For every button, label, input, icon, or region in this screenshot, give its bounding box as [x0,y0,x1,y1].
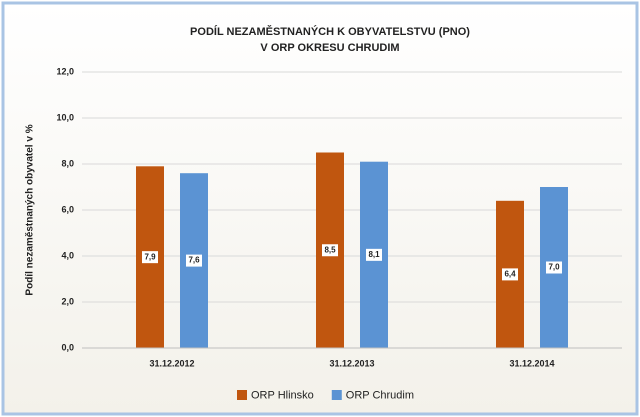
value-label-box [366,248,382,261]
value-label-box [142,251,158,264]
x-tick-label: 31.12.2014 [509,358,554,368]
legend-label: ORP Hlinsko [251,389,314,401]
legend-swatch [331,390,342,400]
y-tick-label: 2,0 [61,296,74,306]
value-label: 7,0 [548,263,560,272]
value-label: 6,4 [504,270,516,279]
y-tick-label: 10,0 [56,112,74,122]
y-axis-label: Podíl nezaměstnaných obyvatel v % [25,124,36,295]
chart-title: PODÍL NEZAMĚSTNANÝCH K OBYVATELSTVU (PNO… [190,25,470,38]
y-tick-label: 8,0 [61,158,74,168]
value-label: 7,6 [188,256,200,265]
value-label: 7,9 [144,252,156,261]
value-label: 8,5 [324,245,336,254]
chart-title: V ORP OKRESU CHRUDIM [260,42,399,54]
x-tick-label: 31.12.2013 [329,358,374,368]
x-tick-label: 31.12.2012 [149,358,194,368]
value-label-box [322,244,338,257]
legend-label: ORP Chrudim [346,389,414,401]
value-label-box [186,254,202,267]
legend-swatch [237,390,247,400]
y-tick-label: 4,0 [61,250,74,260]
value-label-box [546,261,562,274]
value-label: 8,1 [368,250,380,259]
y-tick-label: 12,0 [56,66,74,76]
y-tick-label: 6,0 [61,204,74,214]
value-label-box [502,268,518,281]
y-tick-label: 0,0 [61,342,74,352]
